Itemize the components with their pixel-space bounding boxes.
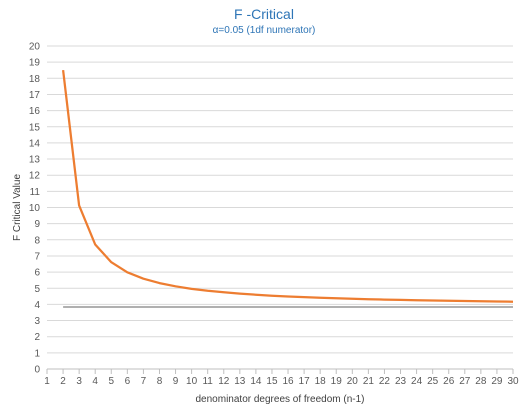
x-tick-label: 15 <box>266 376 278 387</box>
x-tick-label: 10 <box>186 376 198 387</box>
x-tick-label: 23 <box>395 376 407 387</box>
y-tick-label: 8 <box>34 235 40 246</box>
x-tick-label: 17 <box>299 376 311 387</box>
x-tick-label: 12 <box>218 376 230 387</box>
axes <box>46 368 514 374</box>
x-tick-label: 21 <box>363 376 375 387</box>
x-tick-label: 5 <box>108 376 114 387</box>
x-tick-label: 13 <box>234 376 246 387</box>
x-tick-label: 1 <box>44 376 50 387</box>
y-tick-label: 2 <box>34 332 40 343</box>
y-tick-label: 11 <box>30 187 41 198</box>
x-tick-label: 3 <box>76 376 82 387</box>
x-axis-label: denominator degrees of freedom (n-1) <box>196 394 365 405</box>
x-tick-label: 7 <box>141 376 147 387</box>
x-tick-label: 20 <box>347 376 359 387</box>
x-tick-label: 4 <box>92 376 98 387</box>
y-tick-label: 3 <box>34 316 40 327</box>
gridlines <box>47 45 513 354</box>
x-tick-label: 6 <box>125 376 131 387</box>
y-tick-label: 9 <box>34 219 40 230</box>
series-line-f-critical <box>61 69 514 303</box>
y-tick-label: 0 <box>34 365 40 376</box>
x-tick-label: 18 <box>315 376 327 387</box>
y-tick-label: 17 <box>29 90 41 101</box>
y-tick-label: 4 <box>34 300 40 311</box>
y-tick-label: 7 <box>34 251 40 262</box>
x-tick-label: 16 <box>282 376 294 387</box>
x-tick-label: 26 <box>443 376 455 387</box>
x-tick-label: 2 <box>60 376 66 387</box>
y-tick-label: 12 <box>29 171 41 182</box>
y-tick-label: 6 <box>34 268 40 279</box>
x-tick-label: 25 <box>427 376 439 387</box>
x-tick-label: 29 <box>491 376 503 387</box>
y-tick-label: 13 <box>29 155 41 166</box>
x-tick-label: 22 <box>379 376 391 387</box>
x-tick-label: 30 <box>507 376 519 387</box>
y-tick-label: 16 <box>29 106 41 117</box>
y-tick-label: 14 <box>29 138 41 149</box>
y-tick-label: 1 <box>34 348 40 359</box>
x-tick-label: 27 <box>459 376 471 387</box>
x-tick-label: 9 <box>173 376 179 387</box>
y-tick-label: 10 <box>29 203 41 214</box>
x-tick-label: 11 <box>202 376 213 387</box>
x-tick-label: 28 <box>475 376 487 387</box>
y-tick-label: 5 <box>34 284 40 295</box>
y-tick-label: 19 <box>29 58 41 69</box>
chart-title: F -Critical <box>234 6 294 22</box>
x-tick-label: 14 <box>250 376 262 387</box>
y-axis-label: F Critical Value <box>12 174 23 241</box>
x-tick-label: 24 <box>411 376 423 387</box>
y-tick-label: 15 <box>29 122 41 133</box>
chart-subtitle: α=0.05 (1df numerator) <box>212 25 316 36</box>
x-tick-label: 8 <box>157 376 163 387</box>
series-layer <box>61 69 514 308</box>
y-tick-label: 20 <box>29 42 41 53</box>
x-tick-label: 19 <box>331 376 343 387</box>
y-tick-label: 18 <box>29 74 41 85</box>
